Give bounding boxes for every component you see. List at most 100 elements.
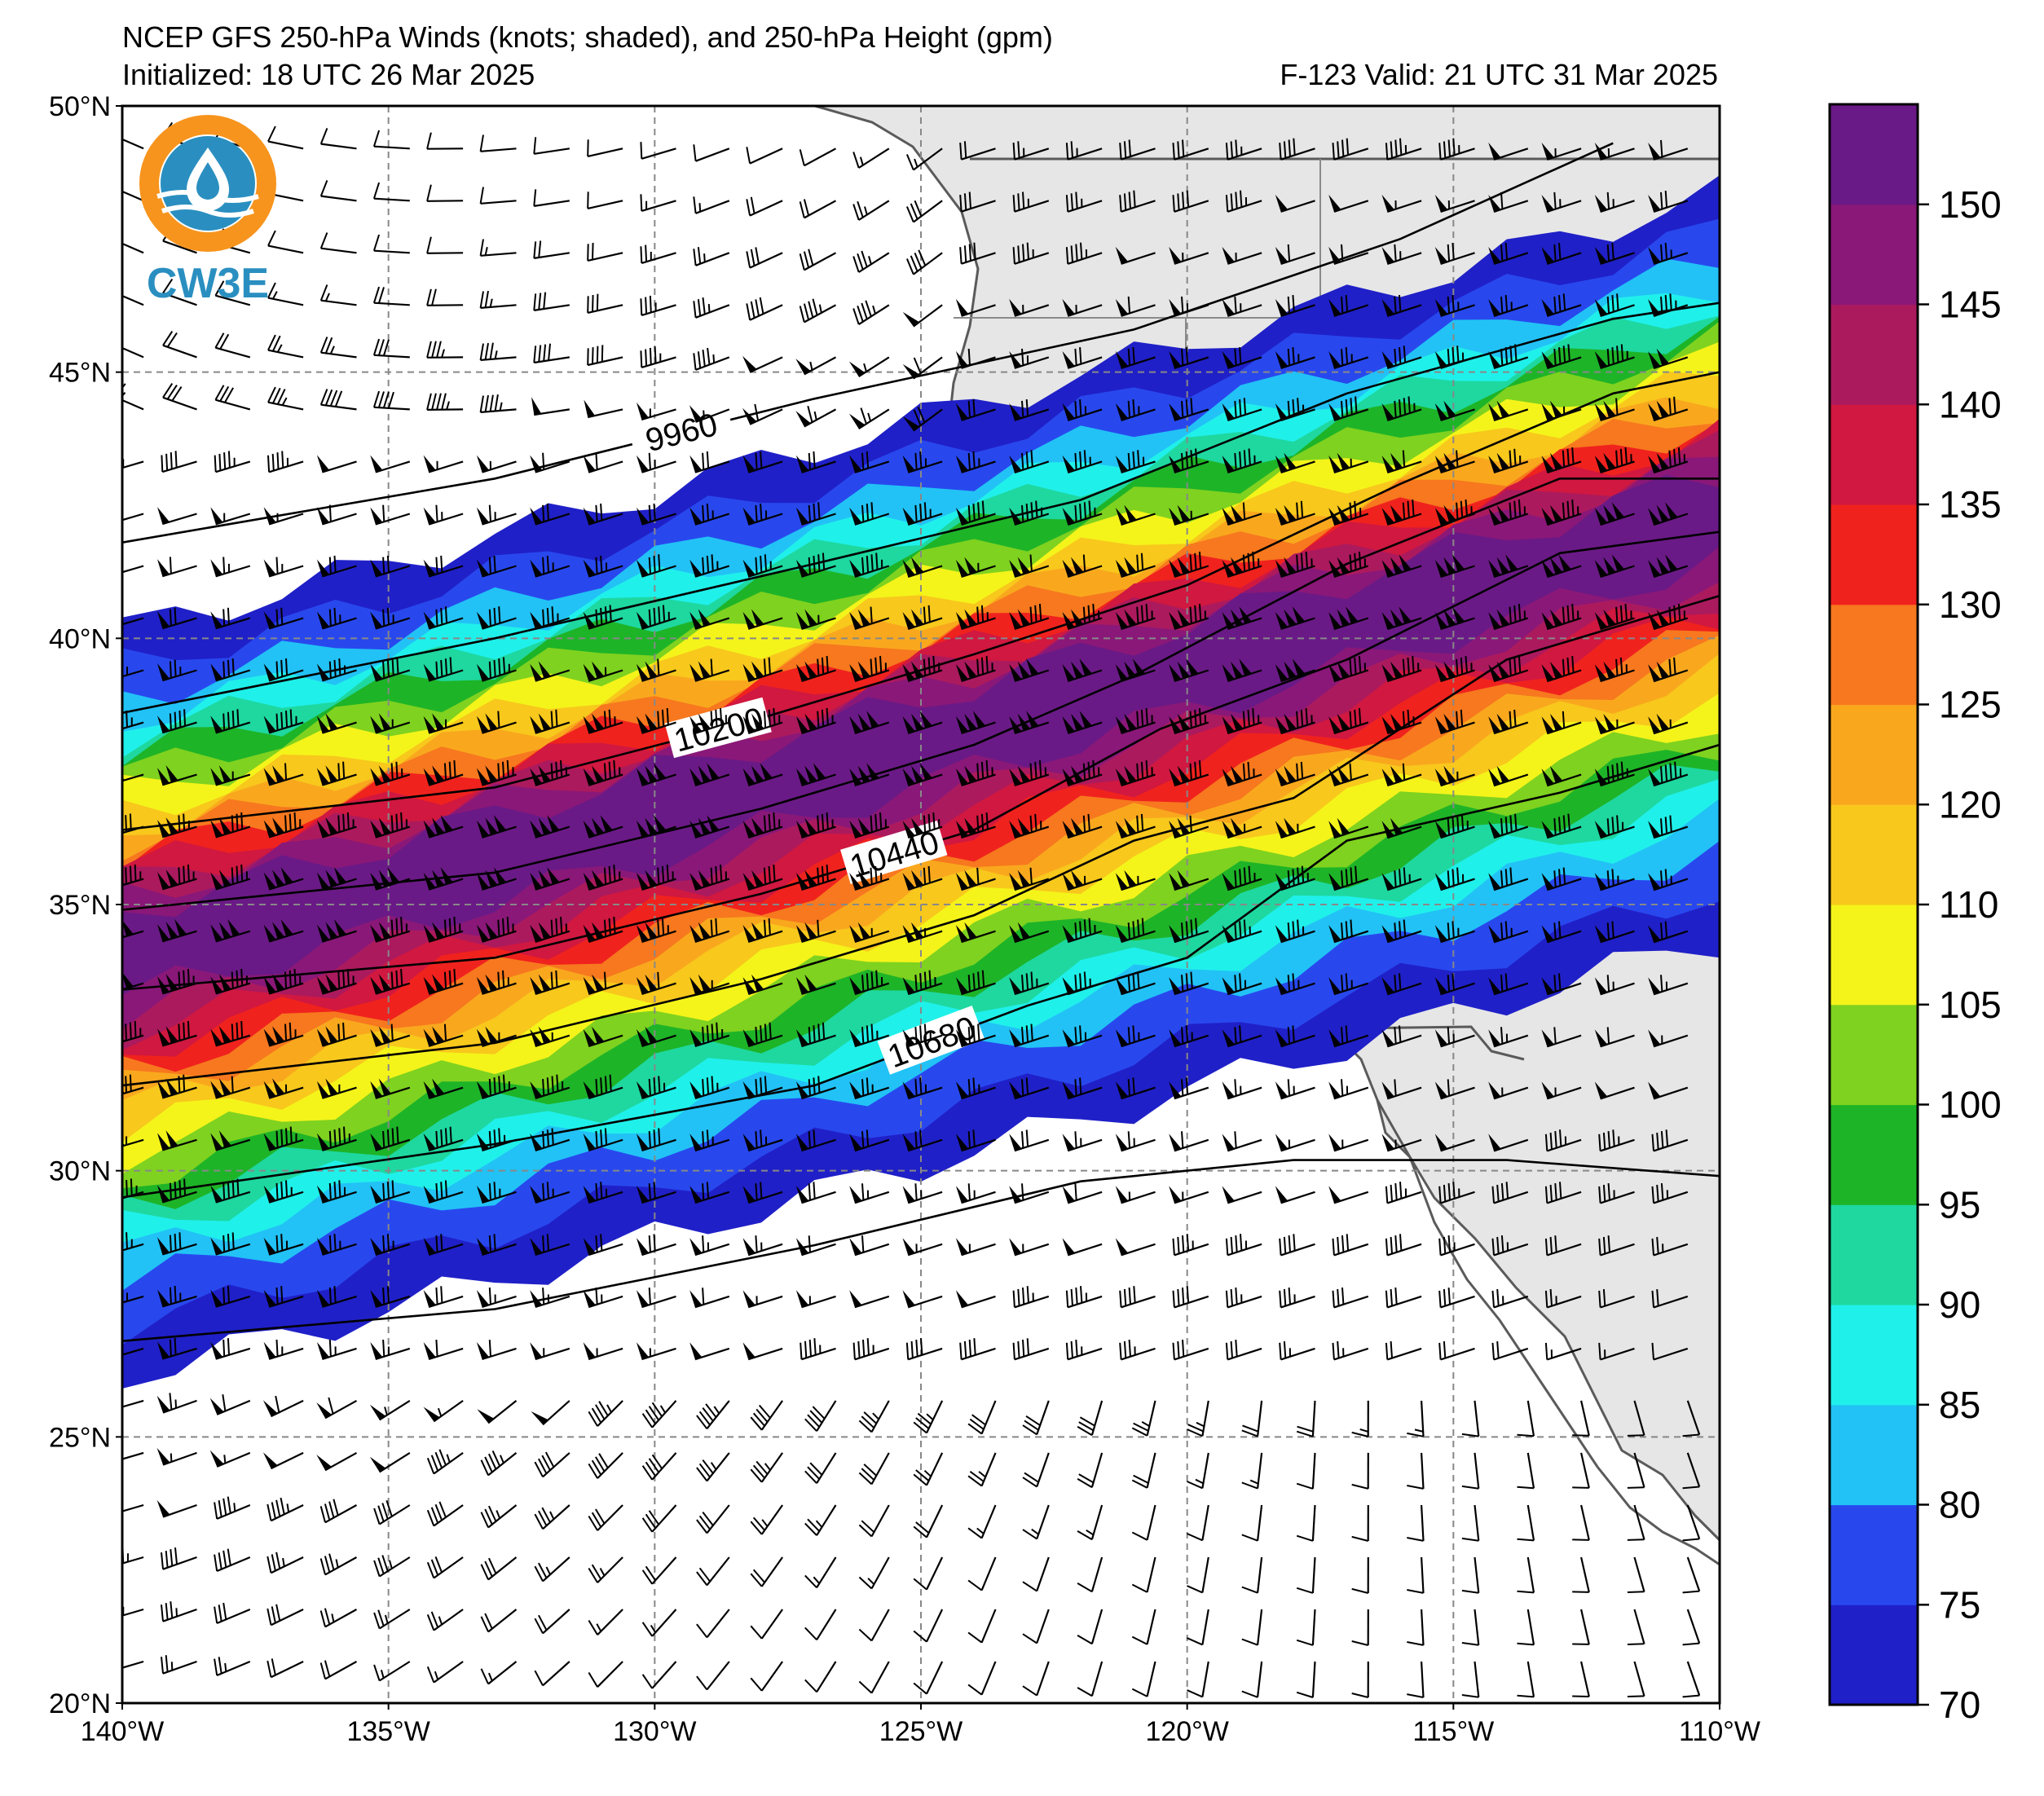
wind-barb <box>742 504 783 526</box>
wind-barb <box>1488 554 1529 579</box>
wind-barb <box>1241 1609 1263 1646</box>
wind-barb <box>1572 1661 1590 1697</box>
wind-barb <box>1648 921 1689 944</box>
wind-barb <box>689 1182 730 1204</box>
wind-barb <box>1594 502 1635 526</box>
wind-barb <box>849 922 890 944</box>
wind-barb <box>795 1235 836 1257</box>
wind-barb <box>955 655 996 683</box>
wind-barb <box>1328 551 1369 579</box>
wind-barb <box>1385 138 1422 161</box>
wind-barb <box>1627 1452 1645 1489</box>
wind-barb <box>423 1234 464 1256</box>
wind-barb <box>696 1452 730 1482</box>
wind-barb <box>1385 1288 1422 1309</box>
wind-barb <box>530 606 570 630</box>
wind-barb <box>316 658 357 682</box>
wind-barb <box>1009 760 1050 787</box>
wind-barb <box>636 503 676 526</box>
wind-barb <box>122 190 144 202</box>
wind-barb <box>1275 817 1315 839</box>
contour-label-bg <box>840 821 948 884</box>
wind-barb <box>1275 606 1315 631</box>
wind-barb <box>1062 658 1103 683</box>
wind-barb <box>1222 398 1262 421</box>
wind-barb <box>955 298 996 317</box>
wind-barb <box>902 451 943 473</box>
wind-barb <box>1115 399 1156 421</box>
wind-barb <box>1488 400 1529 422</box>
wind-barb <box>583 503 623 526</box>
wind-barb <box>955 1077 996 1100</box>
wind-barb <box>640 346 676 368</box>
wind-barb <box>852 250 890 273</box>
wind-barb <box>263 1078 304 1099</box>
wind-barb <box>804 1400 837 1432</box>
wind-barb <box>316 1397 358 1420</box>
wind-barb <box>1115 296 1156 317</box>
wind-barb <box>689 1288 730 1309</box>
wind-barb <box>583 709 623 734</box>
wind-barb <box>476 815 517 839</box>
wind-barb <box>423 1286 464 1309</box>
wind-barb <box>1115 1238 1156 1257</box>
wind-barb <box>369 1451 411 1473</box>
wind-barb <box>1275 551 1315 579</box>
colorbar-band <box>1830 1204 1918 1305</box>
wind-barb <box>852 300 890 326</box>
wind-barb <box>210 1020 251 1047</box>
wind-barb <box>370 455 411 473</box>
wind-barb <box>210 507 251 526</box>
wind-barb <box>902 1077 943 1100</box>
wind-barb <box>263 557 304 578</box>
wind-barb <box>750 1504 783 1535</box>
wind-barb <box>157 918 197 943</box>
wind-barb <box>267 451 304 473</box>
wind-barb <box>210 709 251 734</box>
wind-barb <box>1169 347 1209 369</box>
wind-barb <box>902 970 943 996</box>
wind-barb <box>210 864 251 891</box>
wind-barb <box>1115 869 1156 891</box>
wind-barb <box>263 763 304 786</box>
wind-barb <box>1065 141 1103 161</box>
wind-barb <box>1541 603 1582 631</box>
wind-barb <box>641 1556 677 1585</box>
wind-barb <box>1009 1129 1050 1152</box>
wind-barb <box>799 147 837 167</box>
lon-tick-label: 135°W <box>346 1716 430 1747</box>
wind-barb <box>849 970 890 996</box>
wind-barb <box>530 661 570 682</box>
wind-barb <box>157 1178 197 1204</box>
wind-barb <box>1009 450 1050 473</box>
wind-barb <box>902 655 943 682</box>
wind-barb <box>693 144 730 162</box>
wind-barb <box>1279 1340 1315 1361</box>
wind-barb <box>316 1451 358 1472</box>
lon-tick-label: 120°W <box>1145 1716 1228 1747</box>
wind-barb <box>534 1451 570 1478</box>
wind-barb <box>1275 761 1315 787</box>
wind-barb <box>1461 1609 1480 1646</box>
wind-barb <box>849 606 890 630</box>
wind-barb <box>955 1023 996 1048</box>
wind-barb <box>1407 1452 1425 1490</box>
wind-barb <box>1328 973 1369 996</box>
wind-barb <box>849 1290 890 1309</box>
wind-barb <box>476 1074 517 1099</box>
wind-barb <box>902 557 943 578</box>
wind-barb <box>1434 709 1475 735</box>
wind-barb <box>1488 1027 1529 1048</box>
wind-barb <box>742 974 783 996</box>
wind-barb <box>372 390 410 411</box>
wind-barb <box>316 607 357 630</box>
wind-barb <box>742 1290 783 1309</box>
wind-barb <box>696 1504 730 1534</box>
wind-barb <box>742 1182 783 1204</box>
wind-barb <box>423 657 464 682</box>
wind-barbs <box>122 121 1701 1698</box>
wind-barb <box>1598 1129 1635 1152</box>
wind-barb <box>1169 1077 1209 1100</box>
wind-barb <box>583 917 623 943</box>
